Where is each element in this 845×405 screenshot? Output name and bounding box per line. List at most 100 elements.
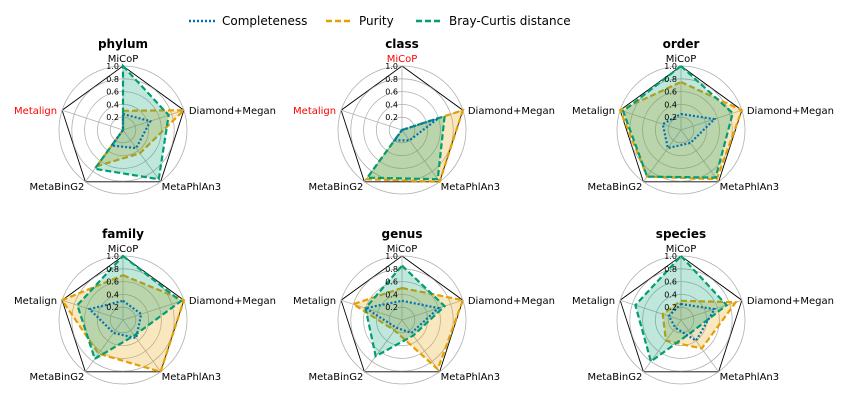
spoke-gridline <box>680 109 742 131</box>
radial-tick-label: 1.0 <box>664 62 677 71</box>
series-line-purity <box>364 108 465 183</box>
series-fill-bray-curtis-distance <box>94 66 169 180</box>
axis-label-diamond-megan: Diamond+Megan <box>747 296 834 307</box>
axis-label-micop: MiCoP <box>666 54 697 65</box>
spoke-gridline <box>401 129 440 183</box>
axis-label-metaphlan3: MetaPhlAn3 <box>441 182 501 193</box>
axis-label-diamond-megan: Diamond+Megan <box>189 296 276 307</box>
spoke-gridline <box>401 299 463 321</box>
series-line-purity <box>661 299 738 350</box>
series-fill-purity <box>62 275 184 372</box>
spoke-gridline <box>62 299 124 321</box>
spoke-gridline <box>643 129 682 183</box>
axis-label-diamond-megan: Diamond+Megan <box>468 106 555 117</box>
radar-frame <box>340 65 464 183</box>
axis-label-diamond-megan: Diamond+Megan <box>747 106 834 117</box>
series-fill-completeness <box>668 304 715 341</box>
spoke-gridline <box>341 109 403 131</box>
legend-label-purity: Purity <box>359 14 394 28</box>
radial-tick-label: 0.2 <box>664 113 677 122</box>
spoke-gridline <box>680 299 742 321</box>
axis-label-metabing2: MetaBinG2 <box>29 182 84 193</box>
spoke-gridline <box>341 299 403 321</box>
radial-tick-label: 1.0 <box>385 62 398 71</box>
axis-label-micop: MiCoP <box>387 54 418 65</box>
axis-label-micop: MiCoP <box>108 244 139 255</box>
radial-tick-label: 0.6 <box>385 88 398 97</box>
radial-tick-label: 0.6 <box>664 88 677 97</box>
series-fill-completeness <box>394 118 439 141</box>
radial-tick-label: 1.0 <box>664 252 677 261</box>
radial-tick-label: 0.2 <box>664 303 677 312</box>
axis-label-metalign: Metalign <box>14 296 57 307</box>
axis-label-metalign: Metalign <box>572 106 615 117</box>
series-line-completeness <box>109 112 153 150</box>
chart-title: phylum <box>98 37 148 51</box>
axis-label-diamond-megan: Diamond+Megan <box>468 296 555 307</box>
radar-frame <box>619 65 743 183</box>
legend: Completeness Purity Bray-Curtis distance <box>189 14 571 28</box>
series-line-bray-curtis-distance <box>621 64 734 179</box>
axis-label-micop: MiCoP <box>108 54 139 65</box>
radial-tick-label: 0.4 <box>664 290 677 299</box>
axis-label-metalign: Metalign <box>14 106 57 117</box>
radial-tick-label: 1.0 <box>106 62 119 71</box>
axis-label-metalign: Metalign <box>293 296 336 307</box>
series-fill-bray-curtis-distance <box>623 66 733 178</box>
spoke-gridline <box>643 319 682 373</box>
spoke-gridline <box>620 109 682 131</box>
spoke-gridline <box>680 129 719 183</box>
axis-label-micop: MiCoP <box>387 244 418 255</box>
series-line-completeness <box>392 117 440 142</box>
spoke-gridline <box>122 109 184 131</box>
radar-frame <box>340 255 464 373</box>
radar-frame <box>619 255 743 373</box>
series-line-purity <box>93 109 187 169</box>
radial-tick-label: 0.8 <box>385 75 398 84</box>
radial-tick-label: 0.6 <box>106 88 119 97</box>
radial-tick-label: 1.0 <box>385 252 398 261</box>
series-line-bray-curtis-distance <box>76 254 183 361</box>
chart-title: order <box>663 37 700 51</box>
series-line-bray-curtis-distance <box>364 264 447 358</box>
spoke-gridline <box>122 129 161 183</box>
series-fill-purity <box>353 288 463 370</box>
series-fill-completeness <box>662 114 715 149</box>
series-line-purity <box>350 286 465 372</box>
radial-tick-label: 0.8 <box>385 265 398 274</box>
series-fill-completeness <box>89 300 142 339</box>
legend-label-bray-curtis: Bray-Curtis distance <box>449 14 571 28</box>
radial-tick-label: 0.2 <box>385 303 398 312</box>
radial-tick-label: 0.6 <box>106 278 119 287</box>
series-line-completeness <box>661 112 717 150</box>
series-line-completeness <box>667 302 717 343</box>
series-line-completeness <box>362 299 441 335</box>
series-line-completeness <box>87 299 143 340</box>
series-fill-purity <box>662 300 736 349</box>
chart-title: class <box>385 37 419 51</box>
radial-tick-label: 0.6 <box>664 278 677 287</box>
series-line-bray-curtis-distance <box>634 254 729 364</box>
radial-tick-label: 0.4 <box>106 290 119 299</box>
radial-tick-label: 0.8 <box>664 265 677 274</box>
radar-charts: 0.20.40.60.81.0MiCoPDiamond+MeganMetaPhl… <box>14 37 834 385</box>
spoke-gridline <box>122 319 161 373</box>
axis-label-metabing2: MetaBinG2 <box>308 182 363 193</box>
radial-tick-label: 0.4 <box>664 100 677 109</box>
axis-label-metalign: Metalign <box>572 296 615 307</box>
axis-label-metaphlan3: MetaPhlAn3 <box>720 372 780 383</box>
radar-frame <box>61 255 185 373</box>
axis-label-metalign: Metalign <box>293 106 336 117</box>
series-fill-bray-curtis-distance <box>367 116 445 180</box>
radial-tick-label: 0.4 <box>385 100 398 109</box>
series-fill-completeness <box>111 114 151 149</box>
axis-label-metabing2: MetaBinG2 <box>308 372 363 383</box>
chart-title: genus <box>382 227 423 241</box>
chart-title: family <box>102 227 144 241</box>
series-fill-bray-curtis-distance <box>635 256 727 362</box>
